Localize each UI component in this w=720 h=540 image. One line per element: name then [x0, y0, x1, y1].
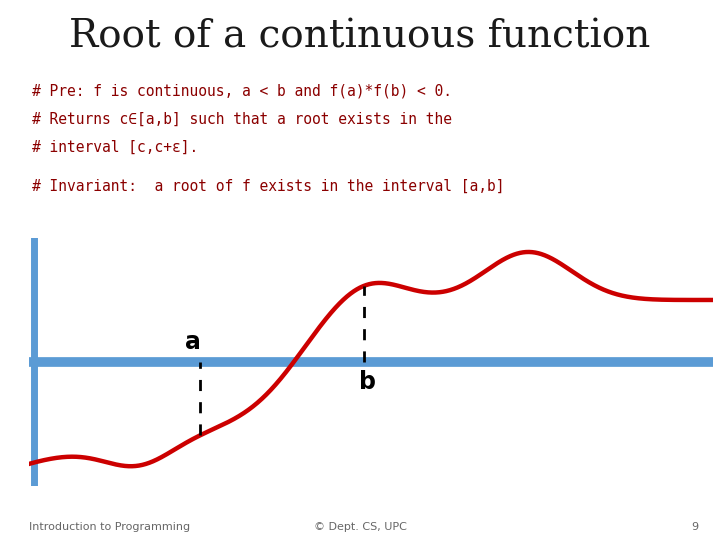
Text: a: a [185, 330, 201, 354]
Text: # Invariant:  a root of f exists in the interval [a,b]: # Invariant: a root of f exists in the i… [32, 179, 505, 194]
Text: Introduction to Programming: Introduction to Programming [29, 522, 190, 532]
Text: Root of a continuous function: Root of a continuous function [69, 19, 651, 56]
Text: © Dept. CS, UPC: © Dept. CS, UPC [314, 522, 406, 532]
Text: # Pre: f is continuous, a < b and f(a)*f(b) < 0.: # Pre: f is continuous, a < b and f(a)*f… [32, 84, 452, 99]
Text: 9: 9 [691, 522, 698, 532]
Text: # interval [c,c+ε].: # interval [c,c+ε]. [32, 140, 199, 155]
Text: # Returns c∈[a,b] such that a root exists in the: # Returns c∈[a,b] such that a root exist… [32, 112, 452, 127]
Text: b: b [359, 370, 376, 394]
